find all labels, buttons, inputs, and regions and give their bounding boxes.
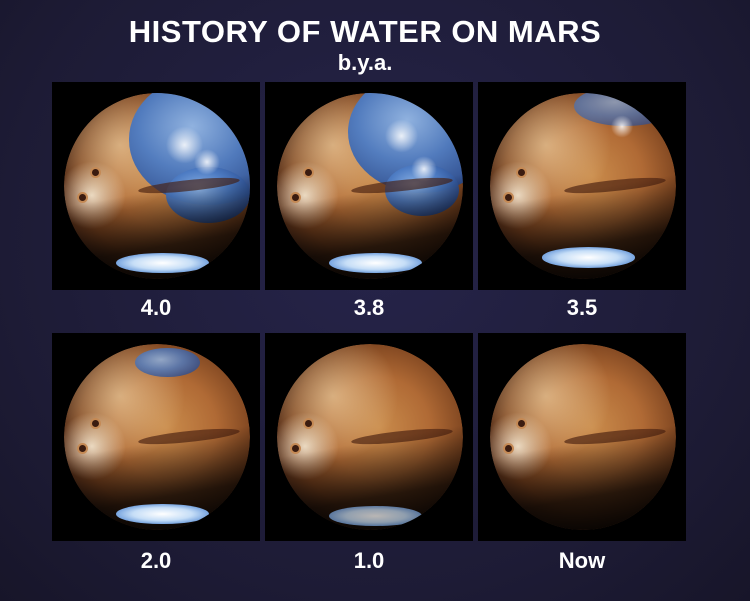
mars-panel-3-8 xyxy=(265,82,473,290)
panel-label-4-0: 4.0 xyxy=(140,295,172,320)
panel-label-1-0: 1.0 xyxy=(353,548,385,573)
mars-panel-4-0 xyxy=(52,82,260,290)
panel-label-3-5: 3.5 xyxy=(566,295,598,320)
mars-globe-image xyxy=(490,344,676,530)
mars-panel-2-0 xyxy=(52,333,260,541)
mars-panel-3-5 xyxy=(478,82,686,290)
mars-globe-image xyxy=(64,93,250,279)
poster-subtitle: b.y.a. xyxy=(337,50,393,75)
mars-panel-now xyxy=(478,333,686,541)
mars-globe-image xyxy=(64,344,250,530)
mars-panel-1-0 xyxy=(265,333,473,541)
mars-globe-image xyxy=(490,93,676,279)
panel-label-now: Now xyxy=(558,548,606,573)
mars-globe-image xyxy=(277,344,463,530)
mars-globe-image xyxy=(277,93,463,279)
panel-label-3-8: 3.8 xyxy=(353,295,385,320)
poster-title: HISTORY OF WATER ON MARS xyxy=(128,14,602,49)
panel-label-2-0: 2.0 xyxy=(140,548,172,573)
